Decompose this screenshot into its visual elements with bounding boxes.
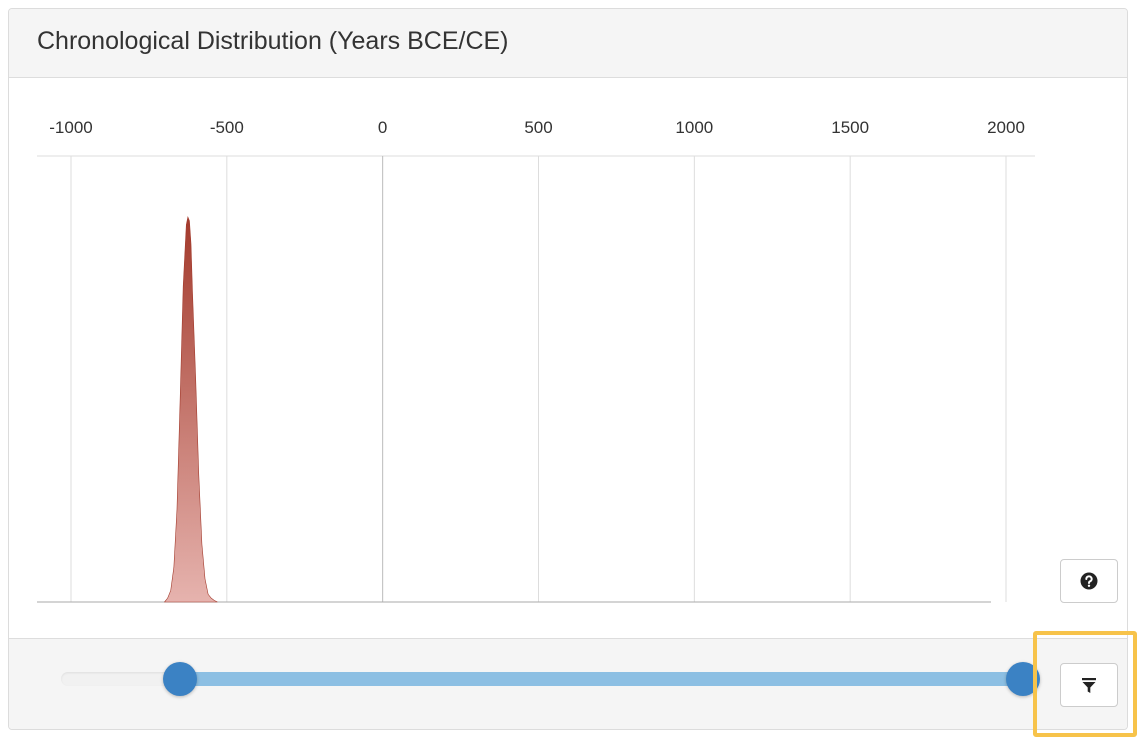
filter-button[interactable]: [1060, 663, 1118, 707]
x-tick-label: -500: [210, 118, 244, 137]
year-range-slider[interactable]: [61, 662, 1040, 696]
slider-handle-max[interactable]: [1006, 662, 1040, 696]
question-circle-icon: [1080, 572, 1098, 590]
slider-selected-range[interactable]: [179, 672, 1023, 686]
x-tick-label: 1000: [675, 118, 713, 137]
panel-heading: Chronological Distribution (Years BCE/CE…: [9, 9, 1127, 78]
filter-icon: [1082, 677, 1096, 693]
x-tick-label: 0: [378, 118, 387, 137]
chronological-distribution-panel: Chronological Distribution (Years BCE/CE…: [8, 8, 1128, 730]
panel-title: Chronological Distribution (Years BCE/CE…: [37, 27, 509, 55]
x-tick-label: 1500: [831, 118, 869, 137]
help-button[interactable]: [1060, 559, 1118, 603]
panel-footer: [9, 638, 1127, 729]
slider-handle-min[interactable]: [162, 662, 197, 696]
chart-area: -1000 -500 0 500 1000 1500 2000: [9, 78, 1127, 638]
distribution-area: [163, 215, 218, 603]
x-tick-label: 500: [524, 118, 552, 137]
x-tick-label: 2000: [987, 118, 1025, 137]
distribution-chart: -1000 -500 0 500 1000 1500 2000: [37, 118, 1035, 603]
x-tick-label: -1000: [49, 118, 92, 137]
